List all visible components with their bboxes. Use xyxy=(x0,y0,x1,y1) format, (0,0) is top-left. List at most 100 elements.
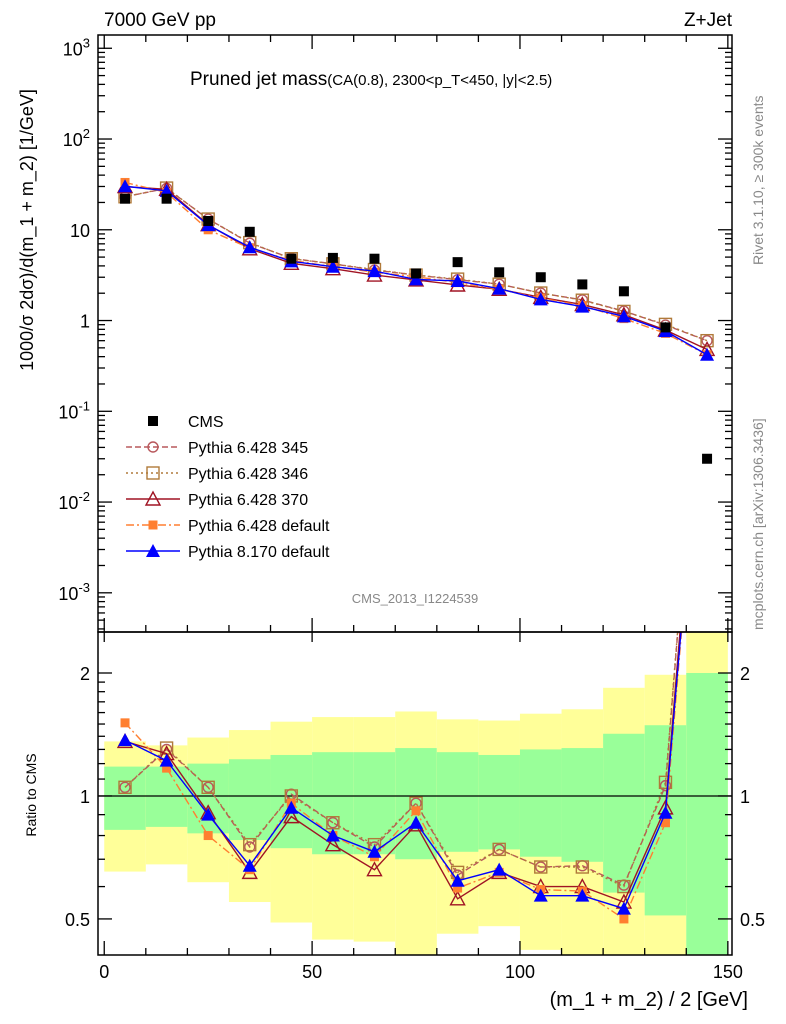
ratio-data-point xyxy=(575,860,590,874)
ratio-data-point xyxy=(327,817,339,829)
data-point xyxy=(575,299,590,313)
y-tick-label: 10-3 xyxy=(58,580,90,604)
mcplots-label: mcplots.cern.ch [arXiv:1306.3436] xyxy=(750,418,766,630)
cms-data-point xyxy=(369,253,380,264)
ratio-data-point xyxy=(534,860,548,874)
ratio-data-point xyxy=(283,808,300,824)
ratio-data-point xyxy=(203,831,213,841)
ratio-tick-label-right: 0.5 xyxy=(740,910,765,930)
cms-data-point xyxy=(286,253,297,264)
legend-marker xyxy=(148,520,158,530)
data-point xyxy=(450,273,465,287)
legend-marker-cms xyxy=(148,416,158,426)
y-axis-label: 1000/σ 2dσ)/d(m_1 + m_2) [1/GeV] xyxy=(17,89,38,371)
y-tick-label: 103 xyxy=(63,35,90,59)
data-point xyxy=(159,183,174,197)
ratio-data-point xyxy=(659,779,672,792)
data-point xyxy=(367,264,382,278)
ratio-data-point xyxy=(411,806,421,816)
ratio-data-point xyxy=(242,858,257,872)
ratio-series xyxy=(116,259,714,924)
green-band xyxy=(603,733,645,893)
data-point xyxy=(616,309,631,323)
ratio-data-point xyxy=(700,297,714,310)
ratio-data-point xyxy=(118,780,132,795)
y-tick-label: 102 xyxy=(63,126,90,150)
green-band xyxy=(561,748,604,862)
legend-marker xyxy=(147,441,159,453)
uncertainty-bands xyxy=(104,632,728,955)
ratio-data-point xyxy=(119,781,131,794)
cms-data-point xyxy=(120,193,131,204)
ratio-data-point xyxy=(120,718,130,728)
legend-label: Pythia 6.428 default xyxy=(188,518,330,535)
legend-marker xyxy=(146,466,160,480)
y-tick-label: 10-1 xyxy=(58,398,90,422)
analysis-id: CMS_2013_I1224539 xyxy=(352,591,479,606)
ratio-tick-label: 2 xyxy=(80,664,90,684)
x-tick-label: 50 xyxy=(302,962,322,982)
y-tick-label: 10 xyxy=(70,221,90,241)
legend-label: Pythia 6.428 346 xyxy=(188,466,308,483)
legend: CMS Pythia 6.428 345 Pythia 6.428 346 Pythi… xyxy=(126,414,330,561)
ratio-data-point xyxy=(493,843,505,856)
ratio-data-point xyxy=(535,861,547,873)
rivet-label: Rivet 3.1.10, ≥ 300k events xyxy=(750,95,766,265)
ratio-data-point xyxy=(366,861,383,877)
ratio-tick-label: 0.5 xyxy=(65,910,90,930)
process-label: Z+Jet xyxy=(684,10,733,31)
ratio-data-point xyxy=(449,890,466,906)
series-line xyxy=(124,187,708,342)
green-band xyxy=(478,754,520,850)
ratio-data-point xyxy=(533,888,548,902)
series-line xyxy=(124,185,708,351)
cms-data-point xyxy=(452,257,463,268)
ratio-data-point xyxy=(453,883,463,893)
ratio-data-point xyxy=(575,888,590,902)
cms-data-point xyxy=(618,286,629,297)
cms-data-point xyxy=(660,322,671,333)
legend-marker xyxy=(146,544,160,557)
data-point xyxy=(701,334,713,347)
cms-data-point xyxy=(327,252,338,263)
x-axis-label: (m_1 + m_2) / 2 [GeV] xyxy=(550,989,748,1011)
data-point xyxy=(492,281,507,295)
ratio-data-point xyxy=(701,259,713,271)
ratio-frame xyxy=(97,631,733,956)
legend-label: Pythia 6.428 345 xyxy=(188,440,308,457)
legend-marker xyxy=(144,490,162,506)
cms-data-point xyxy=(203,215,214,226)
ratio-data-point xyxy=(159,753,174,767)
ratio-data-point xyxy=(284,800,299,814)
green-band xyxy=(519,749,562,857)
cms-data-point xyxy=(702,453,713,464)
green-band xyxy=(145,766,188,827)
ratio-data-point xyxy=(118,733,133,747)
data-point xyxy=(325,259,340,273)
ratio-data-point xyxy=(243,837,257,852)
chart-title: Pruned jet mass(CA(0.8), 2300<p_T<450, |… xyxy=(190,69,552,90)
ratio-data-point xyxy=(703,323,712,332)
ratio-data-point xyxy=(700,321,714,334)
ratio-tick-label-right: 2 xyxy=(740,664,750,684)
ratio-data-point xyxy=(367,844,382,858)
ratio-data-point xyxy=(492,842,506,857)
ratio-data-point xyxy=(201,807,216,821)
legend-label: CMS xyxy=(188,414,224,431)
data-point xyxy=(533,292,548,306)
data-point xyxy=(700,347,715,361)
ratio-data-point xyxy=(244,841,256,853)
ratio-data-point xyxy=(619,914,629,924)
ratio-data-point xyxy=(324,836,342,852)
ratio-data-point xyxy=(325,828,340,842)
ratio-data-point xyxy=(492,862,507,876)
y-tick-label: 10-2 xyxy=(58,489,90,513)
x-tick-label: 100 xyxy=(505,962,535,982)
ratio-data-point xyxy=(658,775,673,790)
ratio-data-point xyxy=(202,781,214,794)
green-band xyxy=(228,759,271,841)
data-point xyxy=(118,179,133,193)
series-line xyxy=(124,181,708,356)
ratio-data-point xyxy=(617,879,631,894)
